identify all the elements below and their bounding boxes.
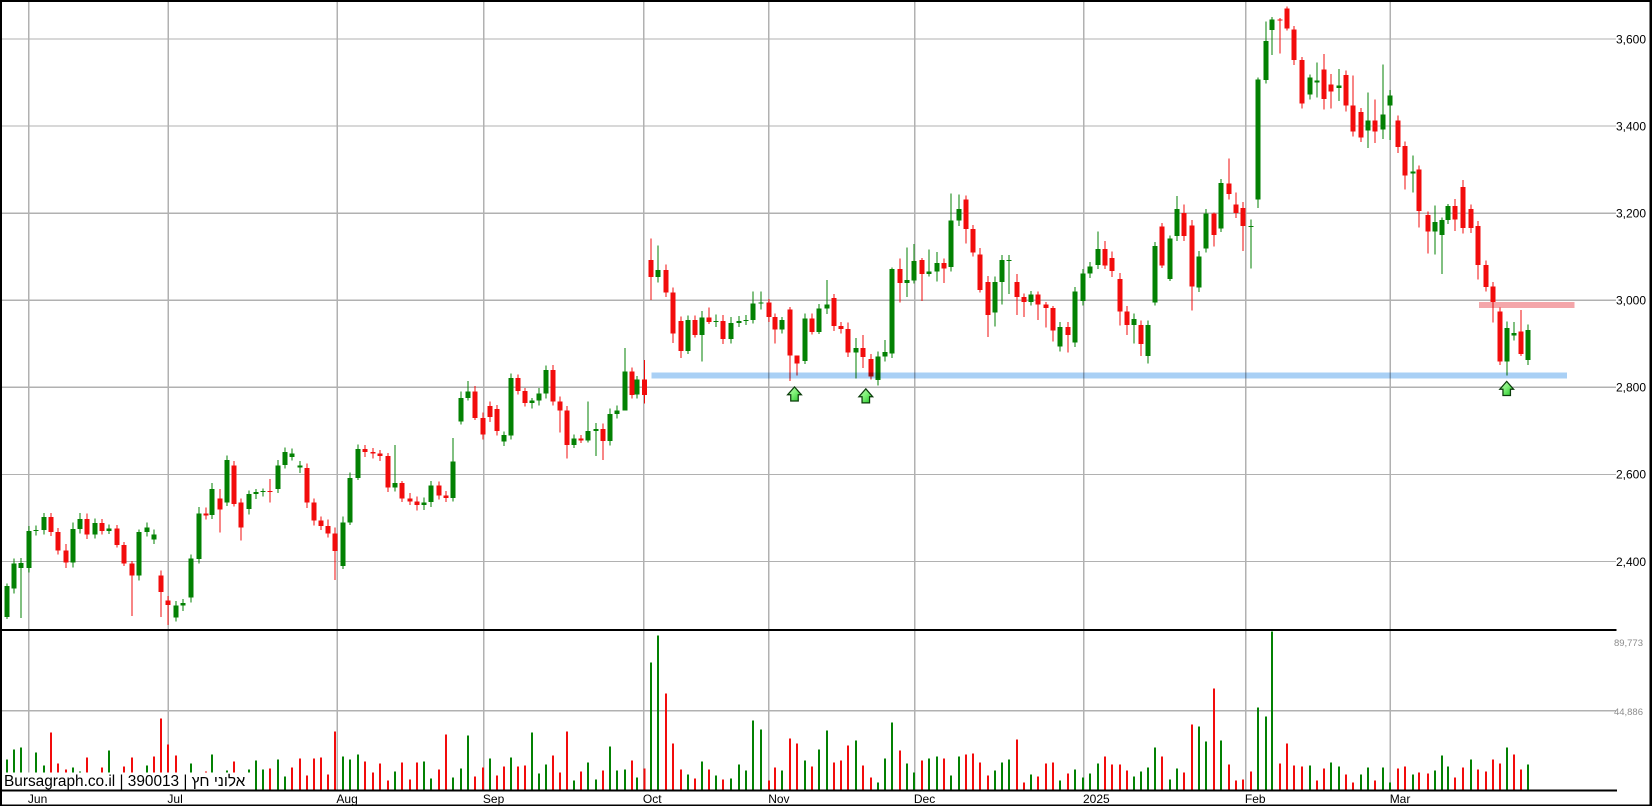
svg-text:Jul: Jul [167,792,182,806]
svg-text:Sep: Sep [483,792,505,806]
svg-text:Nov: Nov [768,792,789,806]
svg-text:Bursagraph.co.il | 390013 | אל: Bursagraph.co.il | 390013 | אלוני חץ [4,773,246,790]
svg-text:3,200: 3,200 [1616,207,1646,221]
svg-text:89,773: 89,773 [1614,638,1643,649]
svg-text:2025: 2025 [1083,792,1110,806]
svg-text:2,600: 2,600 [1616,468,1646,482]
svg-text:Aug: Aug [336,792,357,806]
svg-text:3,000: 3,000 [1616,294,1646,308]
svg-text:Feb: Feb [1245,792,1266,806]
svg-text:3,600: 3,600 [1616,32,1646,46]
svg-text:3,400: 3,400 [1616,119,1646,133]
svg-text:Mar: Mar [1390,792,1411,806]
svg-text:Dec: Dec [914,792,935,806]
svg-text:2,800: 2,800 [1616,381,1646,395]
svg-text:44,886: 44,886 [1614,707,1643,718]
svg-text:Jun: Jun [28,792,47,806]
svg-text:Oct: Oct [643,792,662,806]
svg-text:2,400: 2,400 [1616,555,1646,569]
